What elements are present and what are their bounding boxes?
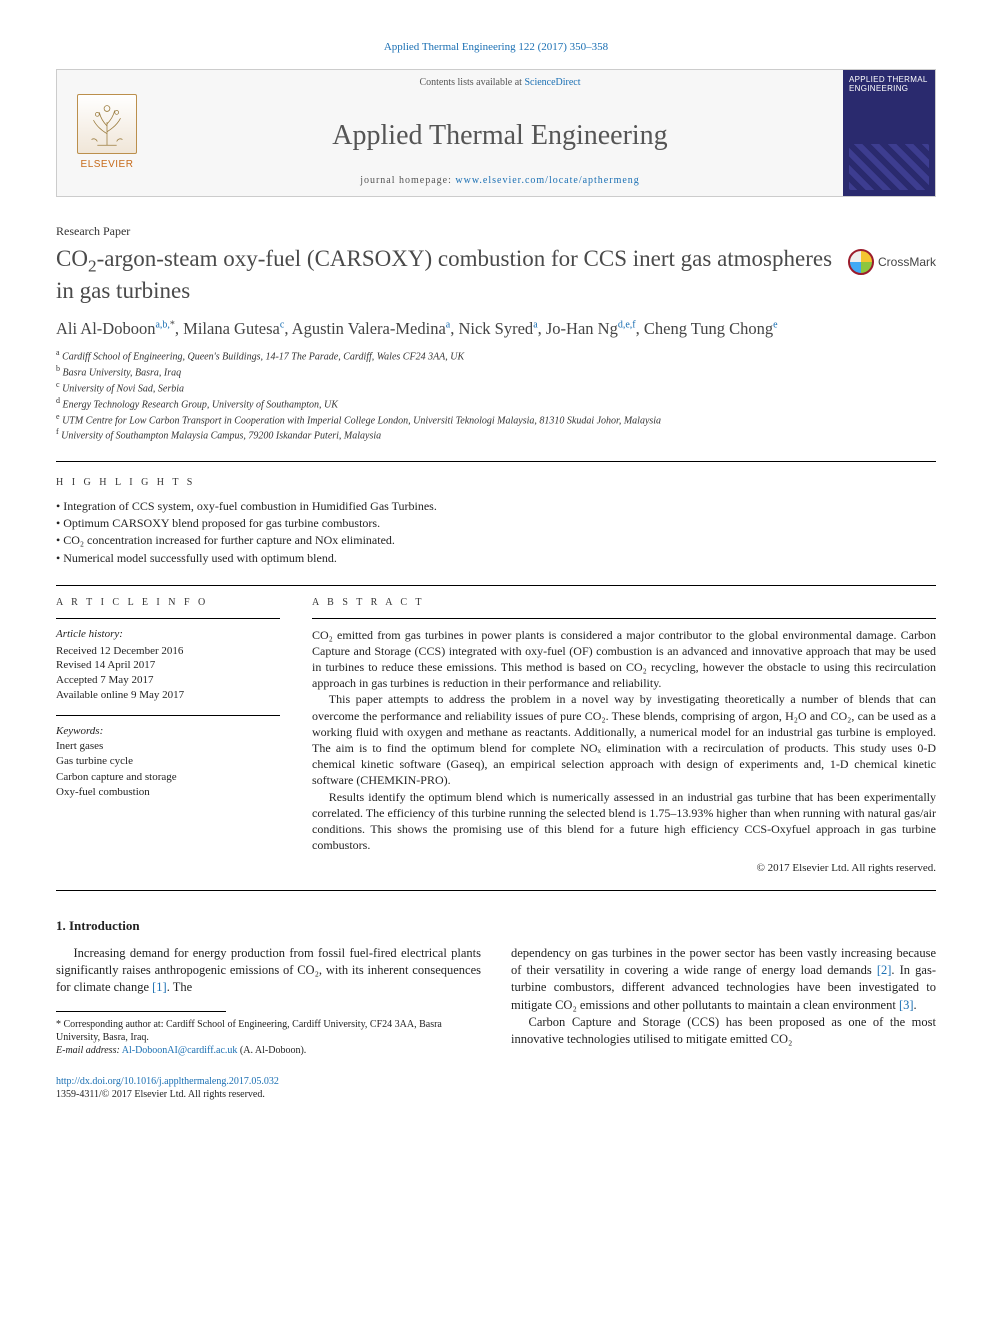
journal-homepage: journal homepage: www.elsevier.com/locat… xyxy=(360,174,640,188)
ref-2-link[interactable]: [2] xyxy=(877,963,892,977)
keywords-label: Keywords: xyxy=(56,724,280,739)
article-title: CO2-argon-steam oxy-fuel (CARSOXY) combu… xyxy=(56,245,836,306)
rule xyxy=(56,715,280,716)
intro-p1: Increasing demand for energy production … xyxy=(56,945,481,997)
abstract-col: A B S T R A C T CO₂ emitted from gas tur… xyxy=(312,596,936,876)
intro-p2: Carbon Capture and Storage (CCS) has bee… xyxy=(511,1014,936,1049)
contents-prefix: Contents lists available at xyxy=(419,77,524,88)
article-info-label: A R T I C L E I N F O xyxy=(56,596,280,610)
keywords-list: Inert gasesGas turbine cycleCarbon captu… xyxy=(56,739,280,801)
cover-title: APPLIED THERMAL ENGINEERING xyxy=(849,76,929,94)
homepage-prefix: journal homepage: xyxy=(360,175,455,186)
elsevier-block: ELSEVIER xyxy=(57,70,157,196)
highlights-block: Integration of CCS system, oxy-fuel comb… xyxy=(56,498,936,568)
bottom-meta: http://dx.doi.org/10.1016/j.applthermale… xyxy=(56,1075,936,1101)
contents-line: Contents lists available at ScienceDirec… xyxy=(419,76,580,90)
issn-line: 1359-4311/© 2017 Elsevier Ltd. All right… xyxy=(56,1089,265,1100)
journal-cover: APPLIED THERMAL ENGINEERING xyxy=(843,70,935,196)
intro-columns: Increasing demand for energy production … xyxy=(56,945,936,1057)
journal-title: Applied Thermal Engineering xyxy=(332,117,667,155)
email-link[interactable]: Al-DoboonAI@cardiff.ac.uk xyxy=(122,1045,238,1056)
cover-art-icon xyxy=(849,144,929,190)
history-lines: Received 12 December 2016Revised 14 Apri… xyxy=(56,644,280,703)
elsevier-label: ELSEVIER xyxy=(81,158,134,172)
highlight-item: Numerical model successfully used with o… xyxy=(56,550,936,567)
crossmark-icon xyxy=(848,249,874,275)
history-label: Article history: xyxy=(56,627,280,642)
journal-banner: ELSEVIER Contents lists available at Sci… xyxy=(56,69,936,197)
elsevier-tree-icon xyxy=(77,94,137,154)
crossmark-label: CrossMark xyxy=(878,254,936,270)
corresponding-note: * Corresponding author at: Cardiff Schoo… xyxy=(56,1018,481,1044)
rule xyxy=(312,618,936,619)
copyright-line: © 2017 Elsevier Ltd. All rights reserved… xyxy=(312,861,936,876)
article-info-col: A R T I C L E I N F O Article history: R… xyxy=(56,596,280,876)
rule xyxy=(56,461,936,462)
sciencedirect-link[interactable]: ScienceDirect xyxy=(524,77,580,88)
footnote-rule xyxy=(56,1011,226,1012)
banner-center: Contents lists available at ScienceDirec… xyxy=(157,70,843,196)
homepage-link[interactable]: www.elsevier.com/locate/apthermeng xyxy=(455,175,639,186)
highlight-item: Integration of CCS system, oxy-fuel comb… xyxy=(56,498,936,515)
abstract-body: CO₂ emitted from gas turbines in power p… xyxy=(312,627,936,854)
rule xyxy=(56,585,936,586)
footnotes: * Corresponding author at: Cardiff Schoo… xyxy=(56,1018,481,1057)
rule xyxy=(56,890,936,891)
citation-line: Applied Thermal Engineering 122 (2017) 3… xyxy=(56,40,936,55)
ref-1-link[interactable]: [1] xyxy=(152,980,167,994)
affiliation-list: a Cardiff School of Engineering, Queen's… xyxy=(56,348,936,443)
highlights-label: H I G H L I G H T S xyxy=(56,476,936,490)
crossmark-badge[interactable]: CrossMark xyxy=(848,249,936,275)
email-note: E-mail address: Al-DoboonAI@cardiff.ac.u… xyxy=(56,1044,481,1057)
highlight-item: CO₂ concentration increased for further … xyxy=(56,532,936,549)
author-list: Ali Al-Doboona,b,*, Milana Gutesac, Agus… xyxy=(56,318,936,340)
rule xyxy=(56,618,280,619)
highlight-item: Optimum CARSOXY blend proposed for gas t… xyxy=(56,515,936,532)
intro-p1-cont: dependency on gas turbines in the power … xyxy=(511,945,936,1014)
abstract-label: A B S T R A C T xyxy=(312,596,936,610)
intro-heading: 1. Introduction xyxy=(56,917,936,935)
ref-3-link[interactable]: [3] xyxy=(899,998,914,1012)
doi-link[interactable]: http://dx.doi.org/10.1016/j.applthermale… xyxy=(56,1076,279,1087)
paper-type: Research Paper xyxy=(56,223,936,239)
